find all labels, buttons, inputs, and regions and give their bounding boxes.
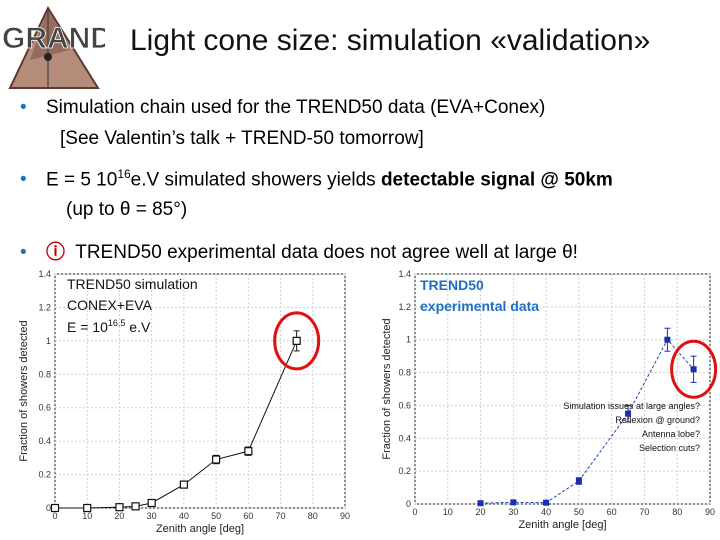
svg-text:GRAND: GRAND	[2, 22, 105, 55]
x-tick-label: 20	[476, 507, 486, 517]
highlight-circle	[670, 339, 718, 399]
x-tick-label: 40	[179, 511, 189, 521]
data-point	[477, 500, 484, 507]
data-point	[212, 455, 221, 464]
energy-label-unit: e.V	[125, 319, 151, 335]
y-tick-label: 0.2	[398, 466, 411, 476]
y-tick-label: 0.4	[398, 433, 411, 443]
data-point	[575, 478, 582, 484]
x-tick-label: 70	[639, 507, 649, 517]
legend-label: CONEX+EVA	[67, 297, 153, 313]
x-tick-label: 80	[308, 511, 318, 521]
data-point	[543, 499, 550, 506]
x-tick-label: 10	[443, 507, 453, 517]
y-tick-label: 1.4	[38, 269, 51, 279]
y-tick-label: 1.2	[398, 302, 411, 312]
data-point	[50, 503, 60, 513]
x-tick-label: 50	[574, 507, 584, 517]
bullet-text: e.V simulated showers yields	[130, 169, 381, 191]
bullet-bold-text: detectable signal @ 50km	[380, 169, 613, 191]
slide-title: Light cone size: simulation «validation»	[130, 24, 651, 57]
bullet-2: • E = 5 1016e.V simulated showers yields …	[20, 167, 613, 191]
energy-label-exponent: 16.5	[108, 318, 126, 328]
energy-label-base: E = 10	[67, 319, 108, 335]
x-tick-label: 60	[607, 507, 617, 517]
bullet-exponent: 16	[117, 167, 131, 181]
y-tick-label: 0.6	[38, 403, 51, 413]
y-tick-label: 0.6	[398, 400, 411, 410]
y-tick-label: 1	[46, 336, 51, 346]
data-point	[115, 503, 124, 512]
bullet-text: Simulation chain used for the TREND50 da…	[46, 97, 546, 118]
annotation-text: Selection cuts?	[639, 443, 700, 453]
bullet-text: E = 5 10	[46, 169, 118, 191]
y-tick-label: 0.4	[38, 436, 51, 446]
y-tick-label: 1.2	[38, 302, 51, 312]
data-point	[83, 503, 92, 513]
bullet-1: • Simulation chain used for the TREND50 d…	[20, 97, 545, 119]
x-axis-label: Zenith angle [deg]	[518, 519, 606, 531]
highlight-circle	[273, 311, 321, 371]
annotation-text: Antenna lobe?	[642, 429, 700, 439]
x-axis-label: Zenith angle [deg]	[156, 523, 244, 535]
x-tick-label: 80	[672, 507, 682, 517]
y-tick-label: 1.4	[398, 269, 411, 279]
experimental-chart: 0 10 20 30 40 50 60 70 80 90 0 0.2 0.4 0.6 0.8 1 1.2 1.4 Z…	[381, 269, 718, 531]
x-tick-label: 10	[82, 511, 92, 521]
x-tick-label: 20	[114, 511, 124, 521]
bullet-3: • ⓘ TREND50 experimental data does not ag…	[20, 237, 578, 264]
data-point	[147, 498, 156, 508]
data-point	[179, 480, 188, 489]
y-tick-label: 1	[406, 335, 411, 345]
y-axis-label: Fraction of showers detected	[18, 320, 30, 461]
x-tick-label: 0	[412, 507, 417, 517]
legend-label: experimental data	[420, 298, 539, 314]
x-tick-label: 90	[340, 511, 350, 521]
energy-label: E = 1016.5 e.V	[67, 318, 151, 335]
series-line	[55, 340, 298, 509]
bullet-dot-icon: •	[20, 242, 27, 263]
x-tick-label: 40	[541, 507, 551, 517]
bullet-dot-icon: •	[20, 169, 27, 191]
bullet-1-continuation: [See Valentin’s talk + TREND-50 tomorrow…	[60, 128, 424, 149]
data-point	[292, 336, 301, 345]
y-tick-label: 0.2	[38, 470, 51, 480]
data-point	[131, 502, 140, 511]
y-tick-label: 0	[406, 499, 411, 509]
x-tick-label: 30	[508, 507, 518, 517]
y-tick-label: 0.8	[398, 368, 411, 378]
annotation-text: Reflexion @ ground?	[615, 415, 700, 425]
x-tick-label: 60	[243, 511, 253, 521]
data-point	[625, 410, 632, 417]
x-tick-label: 0	[52, 511, 57, 521]
x-tick-label: 90	[705, 507, 715, 517]
simulation-chart: 0 10 20 30 40 50 60 70 80 90 0 0.2 0.4 0.6 0.8 1 1.2 1.4 Z…	[18, 269, 350, 535]
annotation-text: Simulation issues at large angles?	[563, 401, 700, 411]
data-point	[664, 336, 671, 343]
y-axis-label: Fraction of showers detected	[381, 318, 393, 459]
x-tick-label: 50	[211, 511, 221, 521]
legend-label: TREND50 simulation	[67, 276, 198, 292]
bullet-2-continuation: (up to θ = 85°)	[66, 199, 188, 220]
bullet-dot-icon: •	[20, 97, 27, 118]
bullet-text: TREND50 experimental data does not agree…	[75, 242, 578, 263]
data-point	[510, 499, 517, 506]
info-icon: ⓘ	[46, 242, 66, 263]
x-tick-label: 30	[147, 511, 157, 521]
grand-logo: GRAND	[2, 5, 105, 89]
y-tick-label: 0	[46, 503, 51, 513]
y-tick-label: 0.8	[38, 369, 51, 379]
data-point	[244, 447, 253, 456]
legend-label: TREND50	[420, 277, 484, 293]
x-tick-label: 70	[276, 511, 286, 521]
data-point	[690, 366, 697, 373]
